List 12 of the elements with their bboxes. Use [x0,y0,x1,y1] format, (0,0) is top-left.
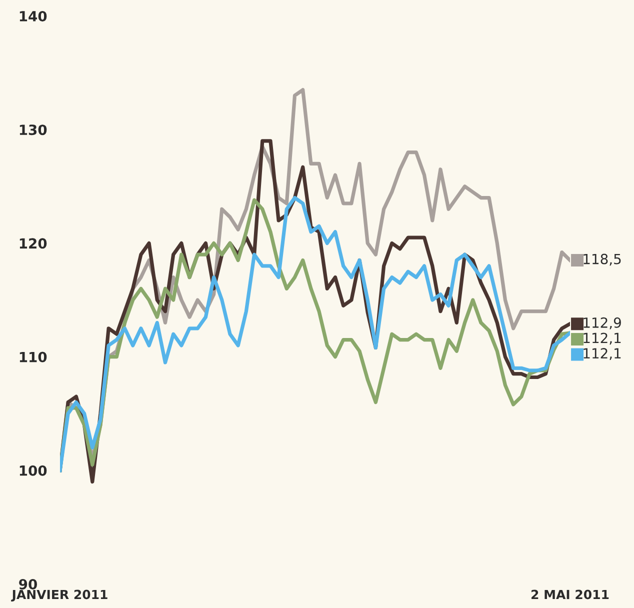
data-label: 112,1 [584,348,621,360]
data-label: 112,9 [584,317,621,330]
y-tick-label: 110 [20,352,47,362]
y-tick-label: 90 [19,578,37,590]
y-tick-label: 140 [20,10,47,22]
data-label: 118,5 [584,254,621,266]
y-tick-label: 100 [20,465,47,476]
y-tick-label: 120 [20,238,47,249]
x-tick-label: 2 MAI 2011 [532,590,609,600]
y-tick-label: 130 [20,124,47,136]
x-tick-label: JANVIER 2011 [11,590,108,602]
data-label: 112,1 [584,332,621,345]
